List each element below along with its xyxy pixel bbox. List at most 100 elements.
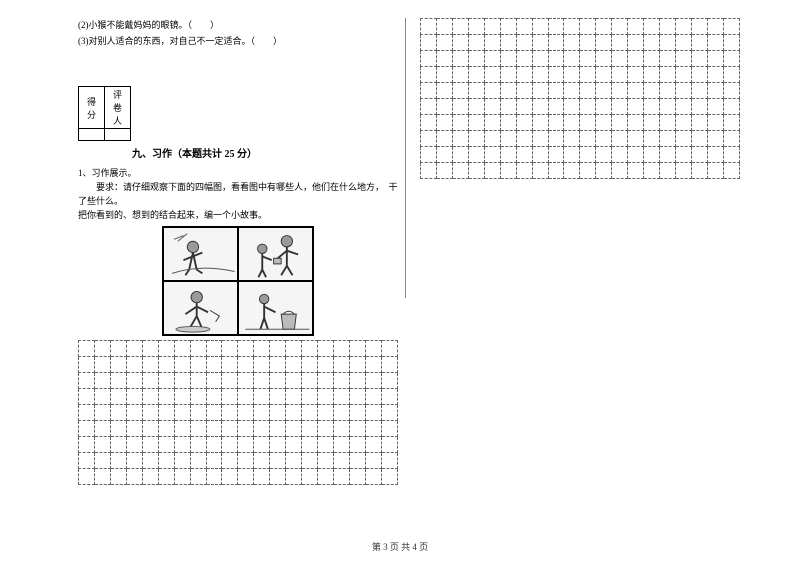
grid-cell [206,357,222,373]
grid-cell [270,421,286,437]
grid-cell [94,469,110,485]
grid-cell [349,469,365,485]
grid-cell [421,67,437,83]
grid-cell [254,341,270,357]
grid-cell [110,469,126,485]
grid-cell [110,405,126,421]
grid-cell [79,405,95,421]
grid-cell [349,341,365,357]
grid-cell [79,437,95,453]
grid-cell [126,389,142,405]
grid-cell [79,389,95,405]
grid-cell [500,67,516,83]
grid-cell [270,405,286,421]
grid-cell [254,357,270,373]
grid-cell [302,389,318,405]
grid-cell [516,83,532,99]
grid-cell [349,421,365,437]
grid-cell [142,469,158,485]
requirement-line-2: 把你看到的、想到的结合起来，编一个小故事。 [78,208,398,222]
grid-cell [580,147,596,163]
grid-cell [79,357,95,373]
grid-cell [548,115,564,131]
grid-cell [500,131,516,147]
grid-cell [468,35,484,51]
grid-cell [564,51,580,67]
grid-cell [691,115,707,131]
grid-cell [532,19,548,35]
grid-cell [484,99,500,115]
grid-cell [691,147,707,163]
grid-cell [628,35,644,51]
grid-cell [158,405,174,421]
grid-cell [174,421,190,437]
grid-cell [174,341,190,357]
grid-cell [691,83,707,99]
grid-cell [421,115,437,131]
grid-cell [564,35,580,51]
grid-cell [612,19,628,35]
grid-cell [286,373,302,389]
grid-cell [468,163,484,179]
grid-cell [318,453,334,469]
grid-cell [334,389,350,405]
grid-cell [500,115,516,131]
grid-cell [302,469,318,485]
grid-cell [126,437,142,453]
picture-panel-3 [163,281,238,335]
grid-cell [644,35,660,51]
grid-cell [707,131,723,147]
grid-cell [206,421,222,437]
grid-cell [318,421,334,437]
grid-cell [158,437,174,453]
grid-cell [222,469,238,485]
grid-cell [500,147,516,163]
grid-cell [94,357,110,373]
column-divider [405,18,406,298]
grid-cell [110,421,126,437]
grid-cell [676,99,692,115]
grid-cell [158,469,174,485]
grid-cell [365,389,381,405]
grid-cell [580,99,596,115]
grid-cell [628,83,644,99]
score-box-table: 得分 评卷人 [78,86,131,141]
grid-cell [334,437,350,453]
right-column [420,18,740,179]
grid-cell [381,405,397,421]
grid-cell [548,51,564,67]
grid-cell [644,83,660,99]
grid-cell [723,67,739,83]
grid-cell [564,131,580,147]
grid-cell [500,163,516,179]
grid-cell [206,469,222,485]
grid-cell [222,437,238,453]
grid-cell [238,453,254,469]
grid-cell [596,99,612,115]
grid-cell [707,51,723,67]
grid-cell [334,373,350,389]
grid-cell [349,453,365,469]
grid-cell [596,131,612,147]
grid-cell [302,405,318,421]
grid-cell [707,67,723,83]
grid-cell [564,99,580,115]
grid-cell [484,115,500,131]
grid-cell [660,115,676,131]
grid-cell [564,19,580,35]
grid-cell [436,19,452,35]
grid-cell [660,131,676,147]
grid-cell [222,341,238,357]
grid-cell [691,163,707,179]
grid-cell [421,83,437,99]
grid-cell [660,163,676,179]
grid-cell [628,67,644,83]
grid-cell [548,163,564,179]
grid-cell [126,405,142,421]
score-blank [79,129,105,141]
grid-cell [381,453,397,469]
grid-cell [644,51,660,67]
grid-cell [500,83,516,99]
grid-cell [94,421,110,437]
grid-cell [365,437,381,453]
